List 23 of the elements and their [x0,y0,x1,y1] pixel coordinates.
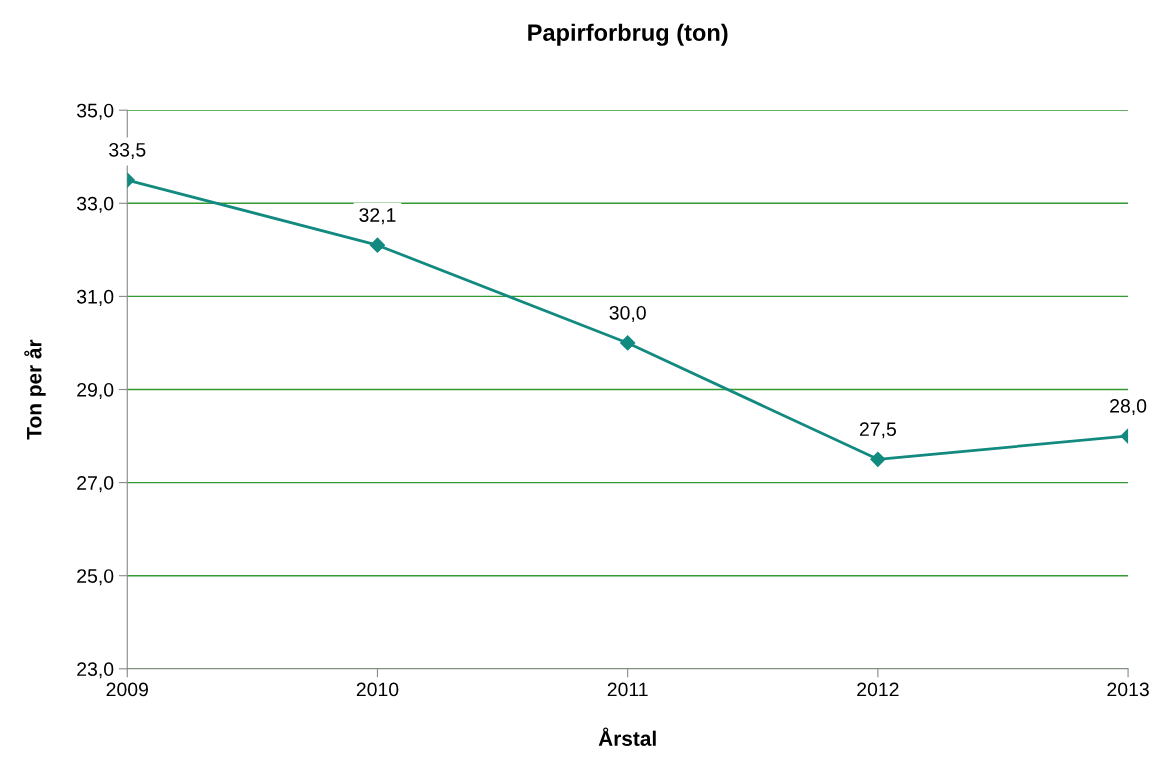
data-label: 27,5 [859,422,896,439]
y-tick-label: 23,0 [77,662,114,679]
x-axis-title: Årstal [598,727,656,746]
point [620,335,636,351]
y-tick-label: 29,0 [77,382,114,400]
x-tick-label: 2011 [607,682,648,697]
chart-title: Papirforbrug (ton) [528,23,728,46]
x-tick-label: 2009 [106,682,148,697]
data-label: 28,0 [1110,398,1147,416]
y-tick-label: 33,0 [76,196,114,213]
x-tick-label: 2012 [857,682,899,697]
point [369,237,386,253]
y-tick-label: 35,0 [76,103,114,120]
data-label: 33,5 [109,142,146,160]
x-tick-label: 2013 [1107,682,1149,697]
point [870,451,886,467]
y-tick-label: 31,0 [76,289,114,306]
y-axis-title: Ton per år [24,339,46,440]
data-label: 30,0 [609,305,646,322]
data-label: 32,1 [359,208,396,225]
x-tick-label: 2010 [356,682,399,697]
y-tick-label: 25,0 [77,569,114,586]
y-tick-label: 27,0 [77,476,114,493]
